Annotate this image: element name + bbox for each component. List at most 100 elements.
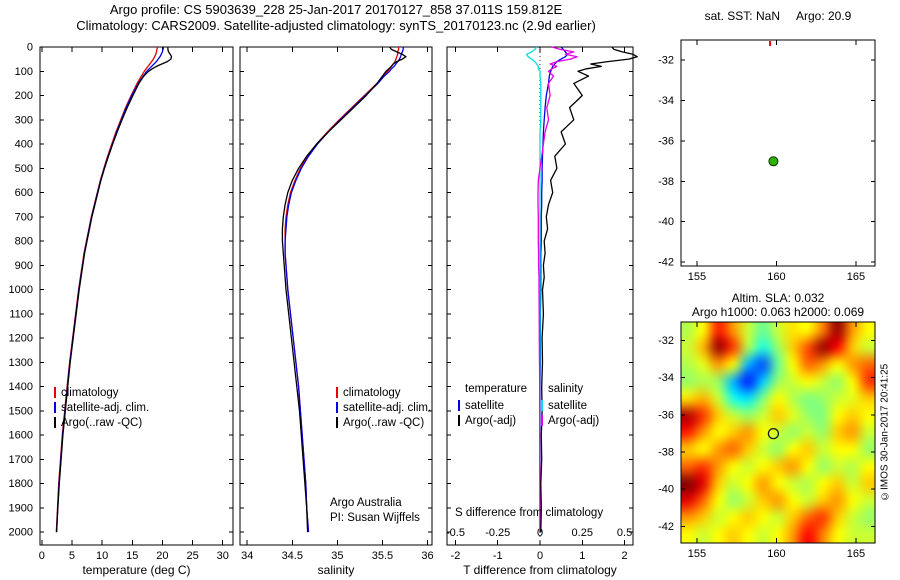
y-tick-label: 900 (15, 260, 33, 272)
legend-label: Argo(-adj) (548, 414, 600, 427)
legend-entry: Argo(..raw -QC) (336, 415, 431, 430)
y-tick-label: -42 (658, 521, 674, 533)
legend-label: Argo(..raw -QC) (61, 416, 143, 429)
legend-entry: Argo(-adj) (541, 413, 599, 428)
s-tick-label: -0.5 (446, 527, 465, 539)
argo-sst-value: Argo: 20.9 (795, 9, 852, 23)
y-tick-label: 200 (15, 90, 33, 102)
sla-title: Altim. SLA: 0.032 (731, 291, 825, 305)
y-tick-label: -40 (658, 216, 674, 228)
legend-label: climatology (343, 386, 401, 399)
argo-s-line-sample (541, 415, 544, 426)
salinity-legend-column: salinity satellite Argo(-adj) (541, 383, 599, 428)
sla-subtitle: Argo h1000: 0.063 h2000: 0.069 (691, 305, 865, 319)
satellite-s-line-sample (541, 400, 544, 411)
salinity-legend: climatology satellite-adj. clim. Argo(..… (336, 385, 431, 430)
x-tick-label: 155 (688, 548, 706, 560)
temperature_profile-climatology-line (55, 46, 159, 533)
salinity-axis-label: salinity (317, 563, 355, 577)
s-tick-label: -0.25 (485, 527, 510, 539)
temperature-legend-header: temperature (465, 383, 528, 395)
legend-label: climatology (61, 386, 119, 399)
y-tick-label: 1100 (9, 308, 33, 320)
x-tick-label: 34 (241, 550, 253, 562)
y-tick-label: 1900 (9, 502, 33, 514)
legend-entry: climatology (54, 385, 149, 400)
x-tick-label: 1 (579, 550, 585, 562)
difference_profile-argo-S-line (537, 46, 578, 533)
legend-entry: satellite-adj. clim. (336, 400, 431, 415)
legend-entry: satellite (541, 398, 599, 413)
x-tick-label: 155 (688, 271, 706, 283)
temperature-legend-column: temperature satellite Argo(-adj) (458, 383, 527, 428)
axis-box (39, 46, 234, 546)
x-tick-label: -1 (493, 550, 503, 562)
satellite-adj-line-sample (336, 402, 338, 413)
legend-label: Argo(-adj) (465, 414, 517, 427)
satellite-adj-line-sample (54, 402, 56, 413)
x-tick-label: 25 (186, 550, 198, 562)
figure-title-line1: Argo profile: CS 5903639_228 25-Jan-2017… (109, 2, 563, 17)
x-tick-label: 2 (621, 550, 627, 562)
legend-entry: satellite (458, 398, 527, 413)
y-tick-label: -38 (658, 176, 674, 188)
y-tick-label: 500 (15, 163, 33, 175)
y-tick-label: -42 (658, 256, 674, 268)
pi-annotation: Argo Australia PI: Susan Wijffels (330, 496, 420, 526)
x-tick-label: 160 (767, 271, 785, 283)
axis-box (680, 321, 876, 544)
s-tick-label: 0.25 (572, 527, 593, 539)
y-tick-label: 1800 (9, 478, 33, 490)
y-tick-label: -34 (658, 95, 674, 107)
argo-raw-line-sample (336, 417, 338, 428)
temperature-profile-panel: 0 5 10 15 20 25 30 0 100 200 300 400 500 600 700 800 900… (9, 42, 234, 562)
x-tick-label: 165 (847, 548, 865, 560)
temperature_profile-satellite-adj-climatology-line (55, 46, 165, 533)
sat-sst-value: sat. SST: NaN (704, 9, 780, 23)
y-tick-label: 1000 (9, 284, 33, 296)
y-tick-label: -34 (658, 372, 674, 384)
y-tick-label: -32 (658, 335, 674, 347)
figure-title-line2: Climatology: CARS2009. Satellite-adjuste… (76, 18, 596, 33)
climatology-line-sample (54, 387, 56, 398)
axis-ticks (681, 40, 875, 266)
x-tick-label: 15 (126, 550, 138, 562)
y-tick-label: -38 (658, 447, 674, 459)
axis-box (239, 46, 433, 546)
s-tick-label: 0.5 (617, 527, 632, 539)
satellite-t-line-sample (458, 400, 460, 411)
y-tick-label: 600 (15, 187, 33, 199)
salinity-legend-header: salinity (548, 383, 584, 395)
climatology-line-sample (336, 387, 338, 398)
y-tick-label: 2000 (9, 527, 33, 539)
map-title: sat. SST: NaN Argo: 20.9 (681, 9, 875, 23)
argo-t-line-sample (458, 415, 460, 426)
axis-ticks (447, 46, 633, 545)
x-tick-label: 165 (847, 271, 865, 283)
y-tick-label: 800 (15, 236, 33, 248)
x-tick-label: 20 (156, 550, 168, 562)
temperature_profile-argo-raw-line (55, 47, 173, 533)
y-tick-label: 0 (27, 42, 33, 54)
float-position-marker (767, 427, 780, 440)
salinity-profile-panel: 34 34.5 35 35.5 36 (239, 46, 434, 562)
sla-map-panel: 155 160 165 -32 -34 -36 -38 -40 -42 (658, 321, 876, 560)
x-tick-label: 10 (96, 550, 108, 562)
axis-box (680, 39, 876, 267)
legend-entry: climatology (336, 385, 431, 400)
difference-legend: temperature satellite Argo(-adj) salinit… (458, 383, 599, 428)
y-tick-label: 1600 (9, 430, 33, 442)
legend-label: satellite (465, 399, 504, 412)
axis-ticks (240, 46, 432, 545)
sla_map-plot: 155 160 165 -32 -34 -36 -38 -40 -42 (658, 321, 876, 560)
y-tick-label: 1500 (9, 405, 33, 417)
x-tick-label: 36 (421, 550, 433, 562)
argo-australia-label: Argo Australia (330, 497, 402, 509)
temperature-axis-label: temperature (deg C) (82, 563, 191, 577)
legend-entry: satellite-adj. clim. (54, 400, 149, 415)
y-tick-label: 1300 (9, 357, 33, 369)
y-tick-label: 400 (15, 139, 33, 151)
location_map-plot: 155 160 165 -32 -34 -36 -38 -40 -42 (658, 39, 876, 283)
s-tick-label: 0 (537, 527, 543, 539)
